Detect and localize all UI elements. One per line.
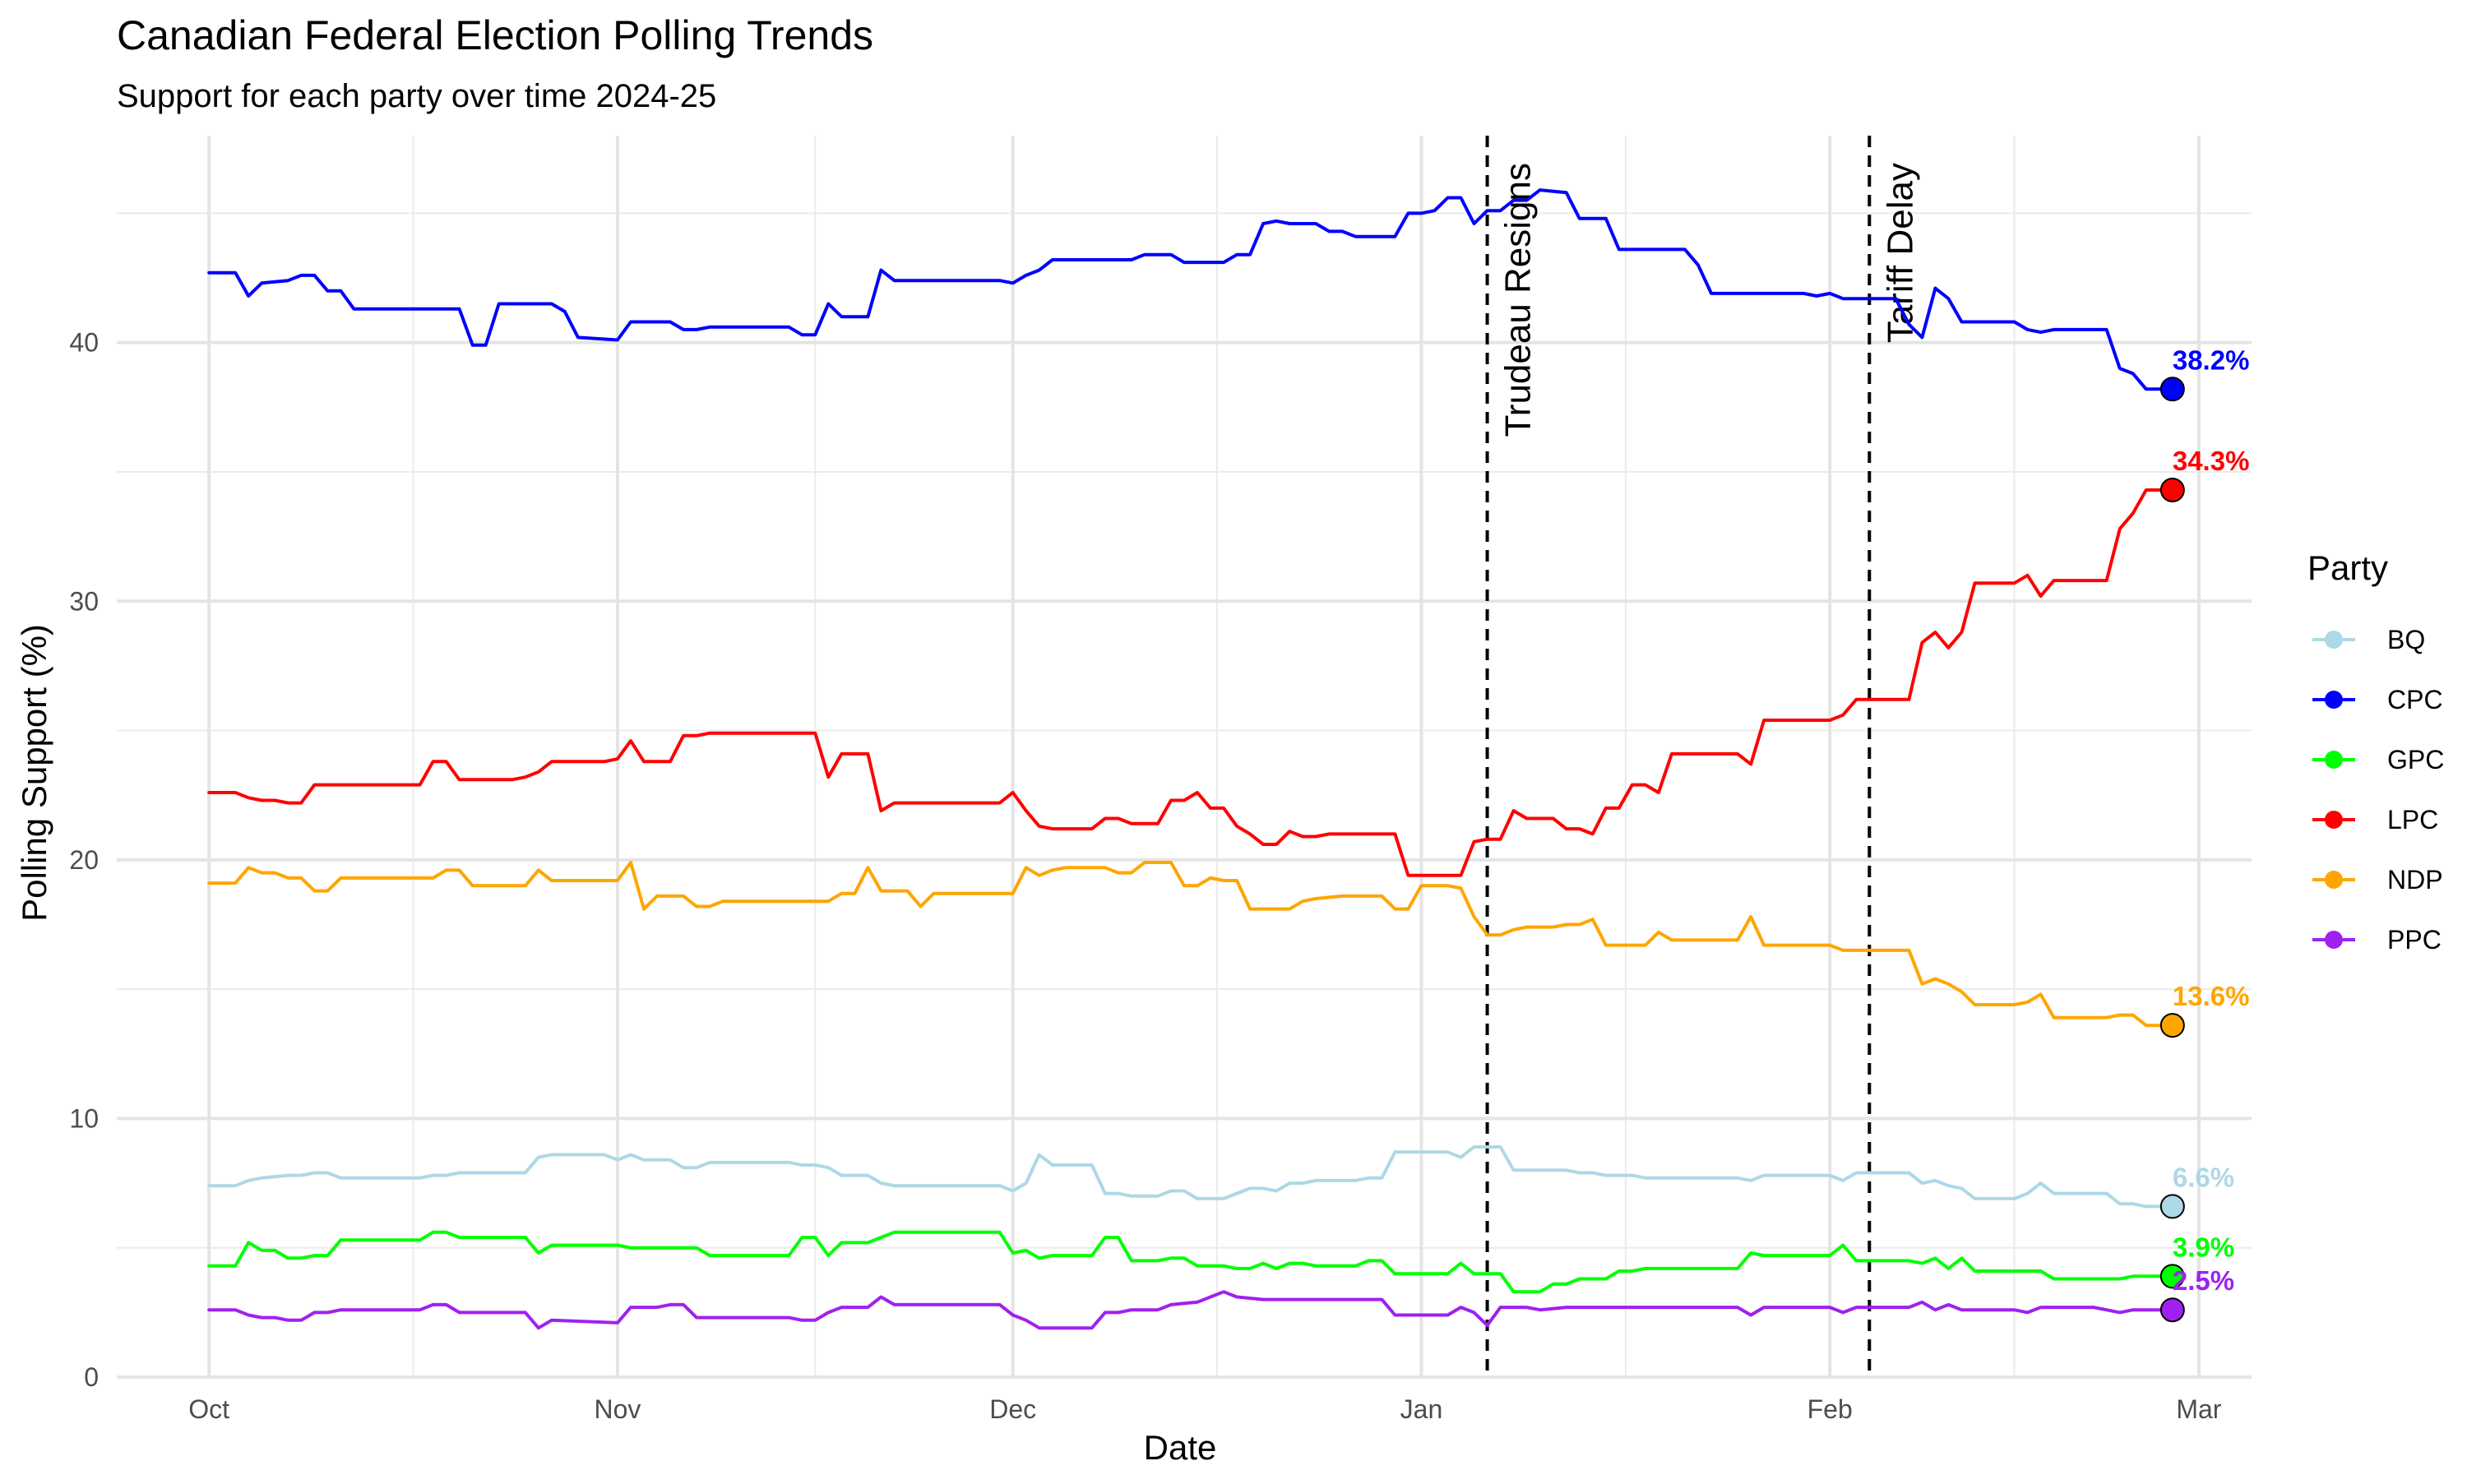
series-endpoint-gpc bbox=[2159, 1264, 2185, 1289]
series-end-label-ndp: 13.6% bbox=[2173, 981, 2250, 1011]
event-annotations: Trudeau Resigns Tariff Delay bbox=[1485, 136, 1920, 1377]
series-line-bq bbox=[207, 1145, 2174, 1209]
x-tick-label: Dec bbox=[989, 1394, 1036, 1424]
legend-label-lpc: LPC bbox=[2387, 805, 2438, 834]
legend-swatch-cpc bbox=[2325, 691, 2343, 709]
series-end-label-gpc: 3.9% bbox=[2173, 1232, 2234, 1262]
y-tick-label: 40 bbox=[69, 328, 99, 358]
x-tick-label: Nov bbox=[594, 1394, 641, 1424]
legend-label-bq: BQ bbox=[2387, 625, 2425, 654]
y-tick-label: 20 bbox=[69, 845, 99, 875]
x-tick-label: Jan bbox=[1400, 1394, 1443, 1424]
x-tick-label: Oct bbox=[188, 1394, 229, 1424]
series-endpoints: 38.2% 34.3% 13.6% 6.6% 3.9%2.5% bbox=[2159, 344, 2250, 1323]
series-endpoint-cpc bbox=[2159, 377, 2185, 402]
x-axis-title: Date bbox=[1144, 1428, 1217, 1467]
series-line-lpc bbox=[207, 488, 2174, 877]
series-endpoint-lpc bbox=[2159, 477, 2185, 502]
series-end-label-lpc: 34.3% bbox=[2173, 446, 2250, 476]
legend-label-cpc: CPC bbox=[2387, 685, 2443, 714]
annotation-label-tariff-delay: Tariff Delay bbox=[1880, 163, 1920, 343]
series-endpoint-ppc bbox=[2159, 1297, 2185, 1323]
annotation-label-trudeau-resigns: Trudeau Resigns bbox=[1498, 163, 1539, 437]
chart-title: Canadian Federal Election Polling Trends bbox=[117, 12, 873, 58]
series-endpoint-bq bbox=[2159, 1194, 2185, 1219]
y-tick-label: 30 bbox=[69, 586, 99, 616]
x-tick-label: Mar bbox=[2176, 1394, 2221, 1424]
legend-label-ndp: NDP bbox=[2387, 865, 2443, 895]
series-line-gpc bbox=[207, 1230, 2174, 1294]
series-endpoint-ndp bbox=[2159, 1013, 2185, 1038]
series-line-cpc bbox=[207, 188, 2174, 391]
legend-swatch-gpc bbox=[2325, 751, 2343, 769]
series-end-label-bq: 6.6% bbox=[2173, 1162, 2234, 1192]
legend-label-gpc: GPC bbox=[2387, 745, 2444, 774]
legend-swatch-ndp bbox=[2325, 871, 2343, 889]
x-tick-label: Feb bbox=[1807, 1394, 1853, 1424]
legend-swatch-ppc bbox=[2325, 931, 2343, 949]
legend-title: Party bbox=[2307, 548, 2388, 587]
chart-subtitle: Support for each party over time 2024-25 bbox=[117, 78, 716, 114]
y-axis-title: Polling Support (%) bbox=[15, 624, 53, 922]
legend: Party BQ CPC GPC LPC NDP PPC bbox=[2307, 548, 2444, 955]
y-tick-label: 0 bbox=[84, 1362, 99, 1392]
legend-label-ppc: PPC bbox=[2387, 925, 2442, 955]
series-line-ndp bbox=[207, 861, 2174, 1028]
y-tick-label: 10 bbox=[69, 1103, 99, 1133]
y-axis-ticks: 0 10 20 30 40 bbox=[69, 328, 99, 1392]
legend-swatch-bq bbox=[2325, 631, 2343, 649]
series-end-label-ppc: 2.5% bbox=[2173, 1265, 2234, 1296]
series-line-ppc bbox=[207, 1290, 2174, 1330]
series-end-label-cpc: 38.2% bbox=[2173, 344, 2250, 375]
legend-swatch-lpc bbox=[2325, 811, 2343, 829]
series-lines bbox=[207, 188, 2174, 1330]
x-axis-ticks: Oct Nov Dec Jan Feb Mar bbox=[188, 1394, 2222, 1424]
